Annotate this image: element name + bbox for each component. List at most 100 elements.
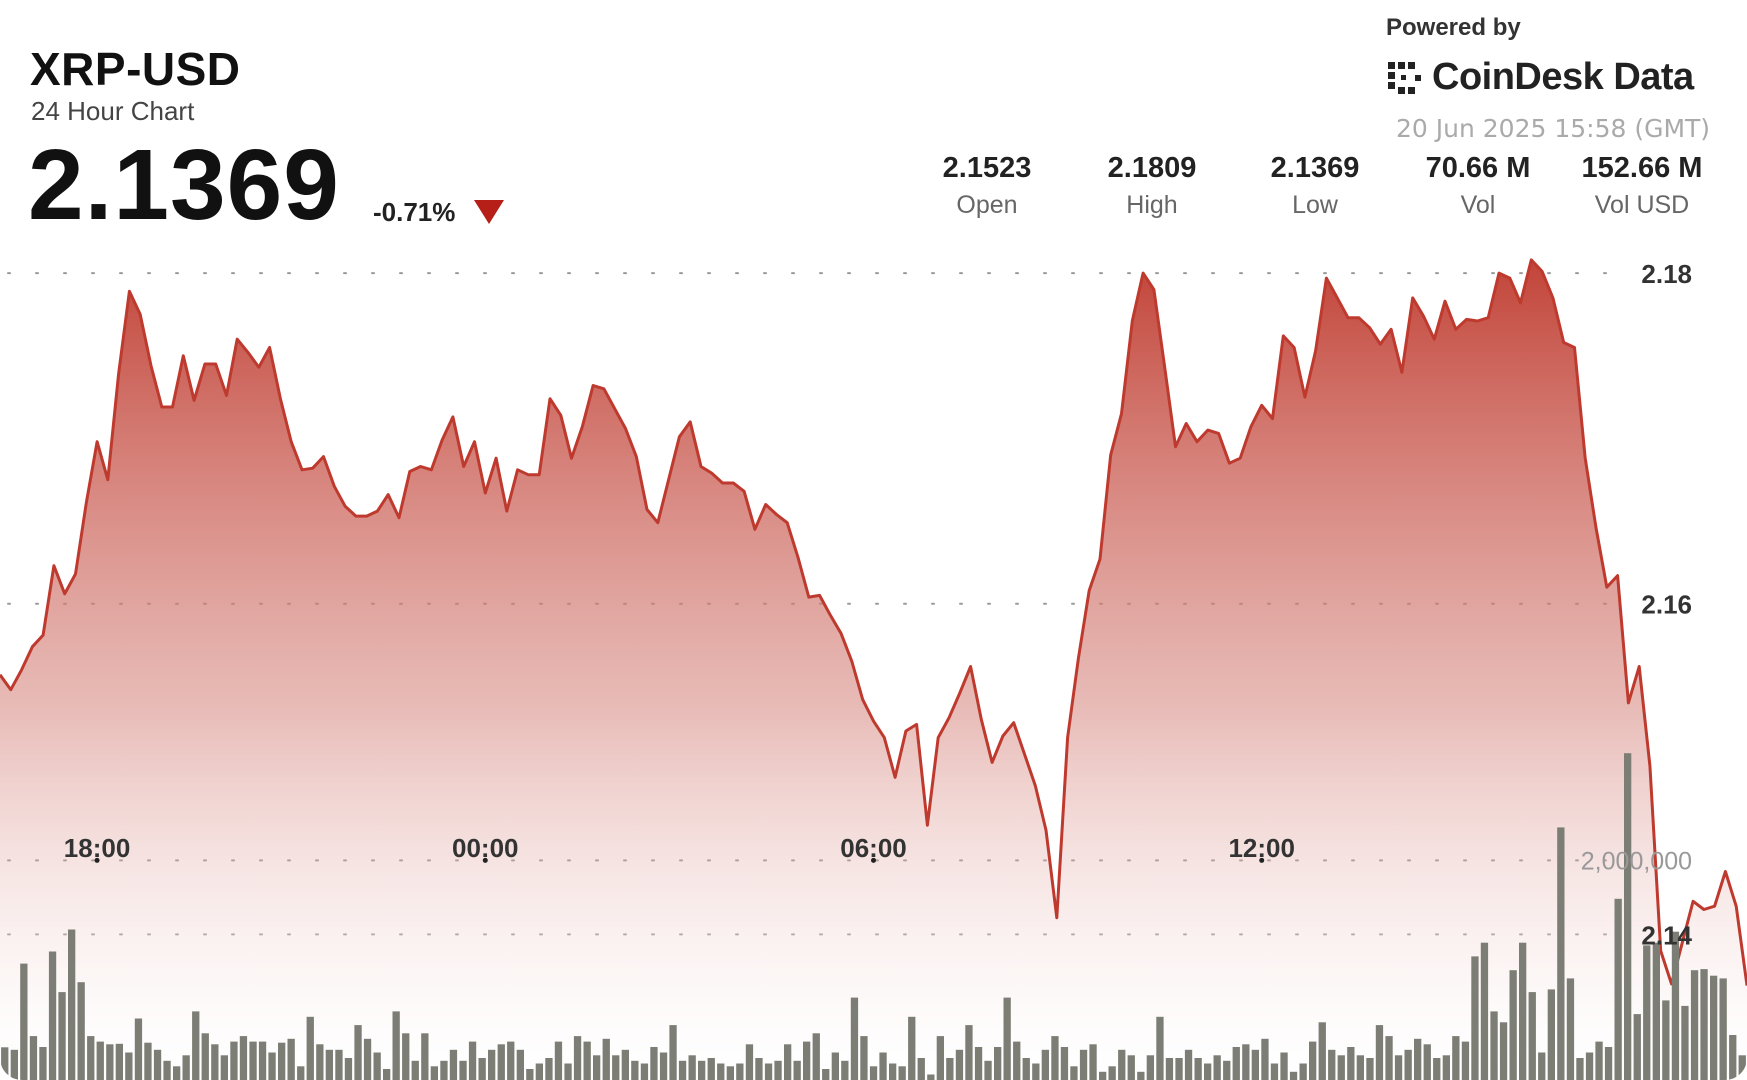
volume-bar	[268, 1052, 276, 1080]
volume-bar	[974, 1047, 983, 1080]
volume-bar	[230, 1041, 238, 1080]
volume-bar	[879, 1052, 887, 1080]
volume-bar	[411, 1060, 419, 1080]
volume-bar	[1719, 978, 1727, 1080]
volume-bar	[1499, 1022, 1508, 1080]
stat-label: Open	[956, 191, 1018, 219]
x-tick-mark	[482, 857, 488, 863]
volume-bar	[1509, 970, 1517, 1080]
y-tick-label: 2.14	[1641, 920, 1692, 950]
x-tick-mark	[94, 857, 100, 863]
price-change-percent: -0.71%	[373, 197, 456, 227]
volume-bar	[497, 1044, 505, 1080]
volume-bar	[1423, 1044, 1431, 1080]
x-tick-mark	[1259, 857, 1265, 863]
volume-bar	[1356, 1055, 1364, 1080]
volume-bar	[1089, 1044, 1097, 1080]
volume-bar	[297, 1066, 305, 1080]
volume-bar	[516, 1049, 524, 1080]
volume-bar	[707, 1058, 715, 1080]
volume-bar	[1490, 1011, 1498, 1080]
volume-bar	[1700, 969, 1708, 1080]
volume-bar	[631, 1060, 639, 1080]
volume-bar	[1681, 1005, 1689, 1080]
volume-bar	[77, 982, 85, 1080]
volume-bar	[1633, 1014, 1641, 1080]
volume-bar	[1280, 1052, 1288, 1080]
volume-bar	[383, 1069, 391, 1080]
volume-tick-label: 2,000,000	[1581, 847, 1692, 875]
volume-bar	[507, 1041, 515, 1080]
volume-bar	[1471, 956, 1479, 1080]
x-tick-label: 00:00	[452, 833, 519, 863]
volume-bar	[545, 1058, 553, 1080]
volume-bar	[1261, 1038, 1269, 1080]
volume-bar	[344, 1058, 353, 1080]
x-tick-label: 12:00	[1228, 833, 1295, 863]
volume-bar	[889, 1063, 897, 1080]
stat-value: 152.66 M	[1581, 152, 1703, 184]
volume-bar	[860, 1036, 868, 1080]
volume-bar	[1461, 1041, 1470, 1080]
volume-bar	[526, 1069, 534, 1080]
volume-bar	[1671, 931, 1680, 1080]
volume-bar	[793, 1060, 801, 1080]
volume-bar	[1595, 1041, 1603, 1080]
volume-bar	[1538, 1052, 1546, 1080]
volume-bar	[965, 1025, 973, 1080]
volume-bar	[678, 1060, 687, 1080]
volume-bar	[1289, 1071, 1298, 1080]
volume-bar	[20, 963, 28, 1080]
volume-bar	[850, 997, 859, 1080]
timestamp: 20 Jun 2025 15:58 (GMT)	[1396, 114, 1711, 143]
volume-bar	[1013, 1041, 1021, 1080]
volume-bar	[1184, 1049, 1193, 1080]
volume-bar	[211, 1044, 219, 1080]
volume-bar	[1643, 945, 1651, 1080]
volume-bar	[994, 1047, 1002, 1080]
volume-bar	[745, 1044, 754, 1080]
volume-bar	[812, 1033, 820, 1080]
stat-value: 2.1809	[1107, 152, 1197, 184]
volume-bar	[1003, 997, 1011, 1080]
volume-bar	[612, 1055, 620, 1080]
volume-bar	[478, 1058, 486, 1080]
volume-bar	[173, 1066, 181, 1080]
stat-vol-usd: 152.66 M Vol USD	[1567, 152, 1717, 220]
volume-bar	[1690, 970, 1699, 1080]
volume-bar	[984, 1060, 992, 1080]
volume-bar	[1146, 1055, 1154, 1080]
stat-value: 2.1523	[942, 152, 1032, 184]
volume-bar	[1175, 1058, 1183, 1080]
volume-bar	[736, 1063, 744, 1080]
volume-bar	[29, 1036, 38, 1080]
volume-bar	[1566, 978, 1575, 1080]
volume-bar	[1213, 1055, 1221, 1080]
stat-high: 2.1809 High	[1077, 152, 1227, 220]
volume-bar	[898, 1066, 906, 1080]
volume-bar	[125, 1052, 133, 1080]
volume-bar	[1404, 1049, 1412, 1080]
volume-bar	[392, 1011, 400, 1080]
volume-bar	[841, 1060, 849, 1080]
volume-bar	[287, 1038, 295, 1080]
volume-bar	[869, 1066, 878, 1080]
stat-value: 70.66 M	[1425, 152, 1531, 184]
volume-bar	[144, 1042, 152, 1080]
volume-bar	[1108, 1066, 1116, 1080]
volume-bar	[1480, 942, 1489, 1080]
x-tick-mark	[871, 857, 876, 863]
volume-bar	[1729, 1035, 1737, 1080]
x-tick-label: 18:00	[64, 833, 131, 863]
volume-bar	[182, 1055, 190, 1080]
volume-bar	[650, 1047, 658, 1080]
volume-bar	[239, 1036, 248, 1080]
volume-bar	[1604, 1047, 1613, 1080]
volume-bar	[1442, 1055, 1450, 1080]
volume-bar	[946, 1058, 954, 1080]
volume-bar	[1375, 1025, 1384, 1080]
volume-bar	[573, 1036, 582, 1080]
volume-bar	[1232, 1047, 1240, 1080]
